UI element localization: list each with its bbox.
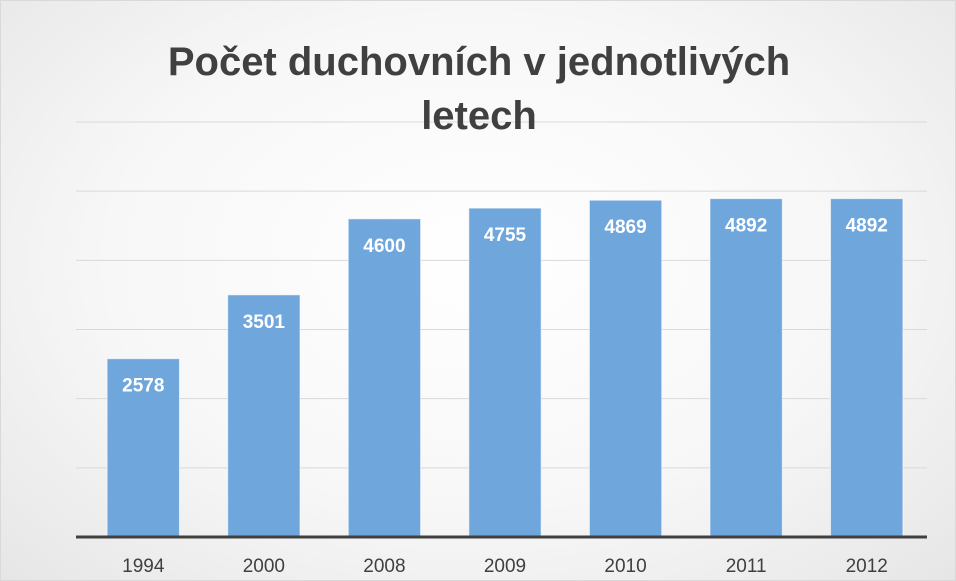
data-label: 4892 [846,216,888,237]
bar [227,294,301,538]
x-tick-label: 1994 [122,556,165,577]
x-tick-label: 2011 [726,556,767,577]
data-label: 2578 [122,376,164,397]
data-label: 4600 [363,236,405,257]
data-label: 3501 [243,312,286,333]
x-tick-label: 2008 [363,556,405,577]
bar [468,207,542,538]
x-tick-label: 2000 [243,556,285,577]
data-label: 4892 [725,216,767,237]
chart-title: Počet duchovních v jednotlivých letech [167,40,791,138]
bar [709,198,783,538]
data-label: 4869 [604,217,646,238]
x-tick-label: 2010 [604,556,646,577]
bar [830,198,904,538]
bar [106,358,180,538]
bar [347,218,422,538]
x-tick-label: 2012 [846,556,888,577]
x-tick-label: 2009 [484,556,526,577]
bar [588,199,663,538]
data-label: 4755 [484,225,527,246]
